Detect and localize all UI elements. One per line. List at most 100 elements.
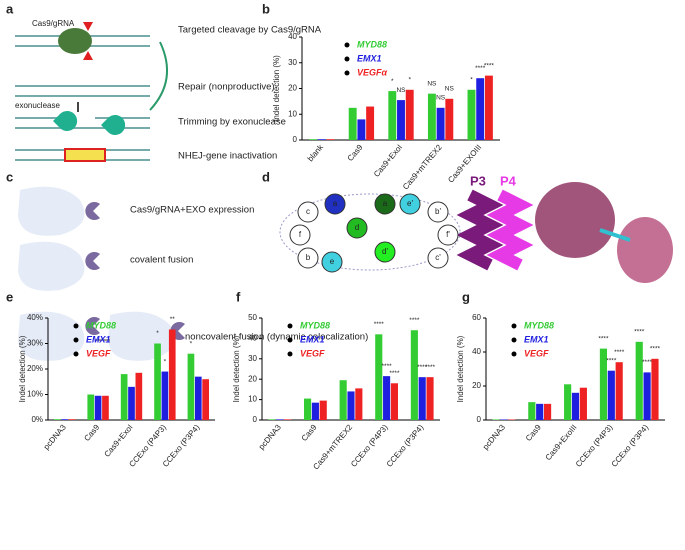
legend-label: EMX1 [357, 53, 382, 63]
network-node [289, 224, 311, 246]
bar [528, 402, 536, 420]
node-label: b [306, 253, 311, 262]
legend-label: EMX1 [524, 334, 549, 344]
x-tick-label: Cas9+mTREX2 [401, 142, 444, 191]
y-tick-label: 40 [248, 334, 257, 343]
bar [426, 377, 434, 420]
x-tick-label: CCExo (P3P4) [385, 423, 426, 469]
node-label: e [330, 257, 335, 266]
x-tick-label: Cas9+ExoI [102, 423, 134, 459]
legend-label: VEGF [300, 348, 325, 358]
x-tick-label: pcDNA3 [257, 422, 283, 451]
bar [309, 139, 318, 140]
y-tick-label: 50 [248, 313, 257, 322]
bar [467, 89, 476, 140]
bar [543, 403, 552, 420]
y-tick-label: 0 [293, 135, 298, 144]
x-tick-label: Cas9 [346, 142, 365, 163]
legend-marker [73, 351, 79, 357]
bar [348, 107, 357, 140]
significance-label: * [408, 77, 411, 84]
significance-label: **** [389, 370, 400, 377]
panel-label: f [236, 289, 241, 304]
legend-marker [287, 323, 293, 329]
network-node [297, 247, 319, 269]
bar [87, 394, 95, 420]
y-tick-label: 60 [472, 313, 481, 322]
bar [154, 343, 161, 420]
panel-label: b [262, 1, 270, 16]
bar [319, 400, 327, 420]
legend-marker [511, 351, 517, 357]
bar [445, 98, 454, 140]
legend-label: VEGF [86, 348, 111, 358]
bar [635, 341, 643, 420]
step-label: Trimming by exonuclease [178, 117, 286, 128]
node-label: c' [435, 253, 441, 262]
significance-label: ** [170, 316, 176, 323]
bar [268, 419, 276, 420]
panel-label: a [6, 1, 14, 16]
bar [304, 398, 312, 420]
bar [120, 374, 128, 420]
y-tick-label: 0% [31, 415, 43, 424]
y-tick-label: 0 [477, 415, 482, 424]
significance-label: **** [606, 357, 617, 364]
panel-label: e [6, 289, 13, 304]
legend-label: EMX1 [86, 334, 111, 344]
scheme-label: noncovalent fusion (dynamic colocalizati… [185, 332, 368, 343]
bar [436, 107, 445, 140]
y-tick-label: 20% [27, 364, 43, 373]
significance-label: * [156, 330, 159, 337]
legend-marker [73, 337, 79, 343]
y-tick-label: 30 [288, 58, 297, 67]
bar [427, 93, 436, 140]
bar [317, 139, 326, 140]
bar [484, 75, 493, 140]
bar [615, 362, 623, 420]
bar [643, 372, 651, 420]
legend-label: VEGF [524, 348, 549, 358]
network-node [399, 193, 421, 215]
bar [375, 334, 383, 420]
node-label: e' [407, 199, 413, 208]
bar [357, 119, 366, 140]
legend-marker [511, 337, 517, 343]
bar [536, 403, 544, 420]
panel-d-art [279, 182, 673, 283]
legend-label: VEGFα [357, 67, 388, 77]
y-tick-label: 30 [248, 354, 257, 363]
node-label: f [299, 230, 302, 239]
y-tick-label: 10% [27, 390, 43, 399]
network-node [374, 193, 396, 215]
bar [492, 419, 500, 420]
legend-label: EMX1 [300, 334, 325, 344]
bar [284, 419, 292, 420]
y-tick-label: 40% [27, 313, 43, 322]
bar [405, 89, 414, 140]
significance-label: * [391, 78, 394, 85]
y-tick-label: 30% [27, 339, 43, 348]
bar [476, 78, 485, 140]
legend-marker [344, 42, 350, 48]
legend-marker [287, 337, 293, 343]
bar [339, 380, 347, 420]
bar [94, 395, 102, 420]
bar [388, 91, 397, 140]
bar [571, 392, 580, 420]
bar [410, 330, 418, 420]
bar [54, 419, 61, 420]
exonuclease-label: exonuclease [15, 101, 60, 110]
bar [418, 377, 426, 420]
significance-label: **** [425, 364, 436, 371]
bar [390, 383, 398, 420]
x-tick-label: blank [306, 142, 326, 163]
bar [102, 395, 109, 420]
legend-marker [344, 56, 350, 62]
significance-label: * [470, 77, 473, 84]
node-label: b' [435, 207, 441, 216]
significance-label: NS [445, 86, 455, 93]
x-tick-label: pcDNA3 [42, 422, 68, 451]
network-node [427, 247, 449, 269]
bar [599, 348, 608, 420]
